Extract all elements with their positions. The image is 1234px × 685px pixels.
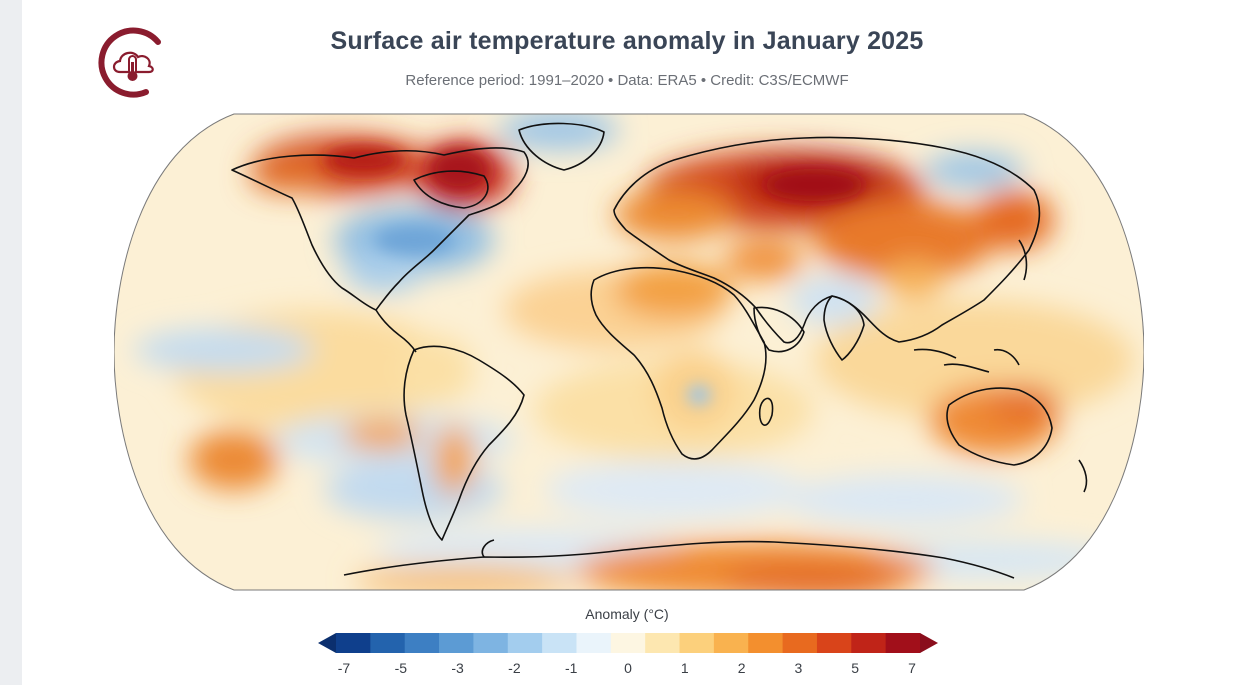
colorbar-segment [473, 633, 509, 653]
colorbar-segment [851, 633, 887, 653]
colorbar-segment [679, 633, 715, 653]
colorbar-segment [336, 633, 371, 653]
colorbar-segment [439, 633, 474, 653]
colorbar-segment [404, 633, 440, 653]
colorbar-segment [370, 633, 406, 653]
colorbar-tick-label: 5 [851, 660, 860, 676]
colorbar-segment [645, 633, 680, 653]
colorbar-tick-label: -3 [451, 660, 464, 676]
colorbar-segment [576, 633, 612, 653]
colorbar-tick-label: -1 [564, 660, 578, 676]
colorbar-tick-label: 3 [794, 660, 803, 676]
colorbar-tick-label: -2 [508, 660, 521, 676]
anomaly-field [114, 114, 1144, 590]
anomaly-colorbar [318, 633, 938, 653]
page-subtitle: Reference period: 1991–2020 • Data: ERA5… [405, 72, 849, 89]
left-page-strip [0, 0, 22, 685]
colorbar-segment [507, 633, 543, 653]
colorbar-segment [885, 633, 921, 653]
thermometer-cloud-icon [98, 27, 161, 98]
colorbar-tick-label: 7 [908, 660, 916, 676]
world-anomaly-map [114, 113, 1144, 591]
colorbar-low-arrow [318, 633, 336, 653]
legend-title: Anomaly (°C) [585, 606, 669, 622]
coastlines [231, 122, 1088, 579]
colorbar-high-arrow [920, 633, 938, 653]
colorbar-segment [748, 633, 783, 653]
colorbar-segment [610, 633, 646, 653]
page-title: Surface air temperature anomaly in Janua… [330, 27, 924, 55]
colorbar-tick-label: -7 [337, 660, 351, 676]
colorbar-tick-label: 0 [624, 660, 632, 676]
colorbar-ticks: -7 -5 -3 -2 -1 0 1 2 3 5 7 [0, 660, 1234, 680]
colorbar-segment [542, 633, 577, 653]
colorbar-segment [816, 633, 852, 653]
colorbar-tick-label: 2 [737, 660, 746, 676]
colorbar-segment [782, 633, 818, 653]
colorbar-tick-label: -5 [394, 660, 408, 676]
colorbar-tick-label: 1 [680, 660, 689, 676]
colorbar-segment [713, 633, 749, 653]
